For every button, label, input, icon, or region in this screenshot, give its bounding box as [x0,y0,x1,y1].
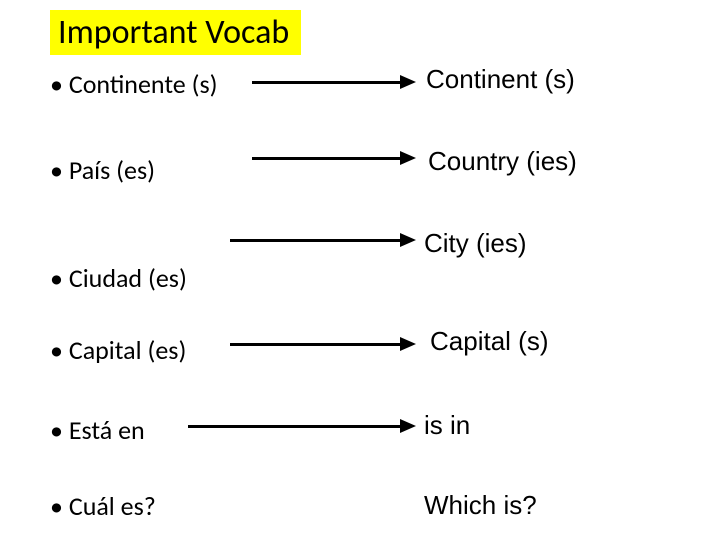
slide-title: Important Vocab [50,10,301,55]
arrow-head-icon [400,75,416,89]
arrow-line [230,343,400,346]
spanish-term: • País (es) [50,154,155,186]
english-translation: Which is? [424,490,537,521]
english-translation: Country (ies) [428,146,577,177]
arrow-line [230,239,400,242]
english-translation: City (ies) [424,228,527,259]
spanish-term: • Continente (s) [50,68,218,100]
arrow-head-icon [400,151,416,165]
english-translation: is in [424,410,470,441]
arrow-line [252,81,400,84]
spanish-term: • Capital (es) [50,334,186,366]
arrow-head-icon [400,419,416,433]
spanish-term: • Está en [50,414,145,446]
arrow-head-icon [400,233,416,247]
english-translation: Capital (s) [430,326,548,357]
arrow-line [252,157,400,160]
english-translation: Continent (s) [426,64,575,95]
arrow-line [188,425,400,428]
spanish-term: • Ciudad (es) [50,262,187,294]
arrow-head-icon [400,337,416,351]
spanish-term: • Cuál es? [50,490,156,522]
